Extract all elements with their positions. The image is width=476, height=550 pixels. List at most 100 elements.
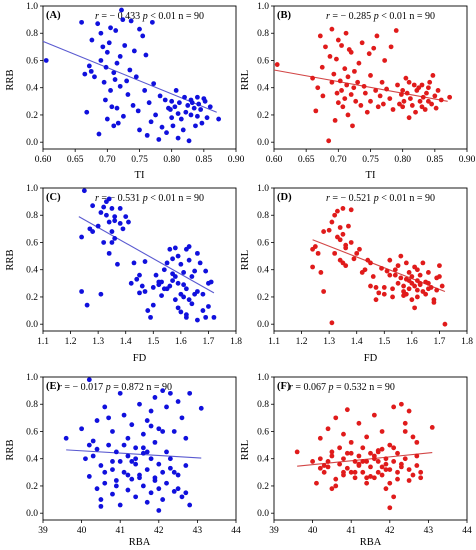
scatter-point [382, 58, 388, 63]
scatter-point [414, 439, 420, 445]
scatter-point [406, 478, 412, 483]
scatter-point [426, 270, 431, 275]
scatter-point [343, 30, 349, 36]
scatter-point [368, 474, 373, 479]
scatter-point [121, 412, 127, 418]
scatter-point [164, 404, 169, 410]
scatter-point [401, 98, 407, 104]
scatter-point [90, 229, 96, 234]
scatter-point [185, 103, 191, 108]
scatter-point [411, 82, 417, 88]
scatter-point [430, 73, 436, 78]
scatter-point [312, 244, 318, 249]
scatter-point [379, 446, 385, 452]
x-axis-label: FD [364, 353, 378, 364]
x-tick-label: 41 [115, 526, 125, 536]
regression-line [66, 449, 202, 459]
scatter-point [198, 405, 204, 411]
scatter-point [109, 206, 115, 211]
scatter-point [152, 395, 158, 400]
stat-r-label: r [58, 382, 62, 393]
scatter-point [438, 97, 444, 103]
scatter-point [381, 285, 387, 290]
scatter-point [368, 98, 373, 104]
scatter-point [352, 475, 358, 481]
y-tick-label: 1.0 [26, 373, 38, 383]
scatter-point [175, 399, 181, 404]
scatter-point [84, 109, 90, 115]
scatter-point [357, 246, 362, 252]
y-tick-label: 0.6 [257, 238, 269, 248]
scatter-point [356, 461, 362, 467]
y-axis-label: RRB [5, 249, 16, 270]
scatter-point [409, 103, 415, 108]
scatter-point [148, 490, 154, 496]
scatter-point [95, 223, 101, 229]
scatter-point [337, 445, 343, 451]
scatter-point [434, 287, 440, 293]
scatter-point [371, 45, 377, 51]
scatter-point [383, 486, 389, 492]
scatter-point [216, 116, 222, 122]
scatter-point [167, 390, 173, 396]
scatter-point [117, 83, 123, 89]
scatter-point [315, 85, 321, 91]
scatter-point [397, 101, 402, 107]
scatter-point [159, 293, 164, 298]
scatter-point [342, 96, 348, 102]
scatter-point [348, 49, 354, 55]
scatter-point [112, 77, 118, 82]
scatter-point [351, 256, 357, 262]
y-tick-label: 0.6 [26, 238, 38, 248]
scatter-point [332, 250, 338, 256]
scatter-point [417, 272, 423, 278]
scatter-point [183, 490, 189, 496]
scatter-point [414, 453, 420, 459]
scatter-point [373, 88, 379, 93]
scatter-point [384, 86, 389, 92]
scatter-point [43, 58, 49, 63]
scatter-point [140, 445, 146, 451]
x-tick-label: 0.90 [459, 155, 476, 165]
stat-r-label: r [326, 11, 330, 22]
scatter-point [196, 101, 202, 107]
scatter-point [400, 88, 406, 93]
scatter-point [195, 317, 200, 323]
correlation-stats: r = − 0.521 p < 0.01 n = 90 [326, 193, 435, 204]
scatter-point [429, 101, 435, 107]
scatter-point [435, 88, 441, 93]
scatter-point [398, 401, 404, 407]
scatter-point [388, 44, 394, 50]
y-tick-label: 0.0 [26, 320, 38, 330]
scatter-point [387, 480, 393, 486]
scatter-point [114, 60, 120, 66]
scatter-point [167, 107, 173, 112]
scatter-point [339, 88, 344, 93]
scatter-point [318, 270, 324, 275]
stat-r-label: r [289, 382, 293, 393]
scatter-point [98, 30, 104, 36]
scatter-point [344, 450, 350, 456]
scatter-point [379, 265, 384, 271]
scatter-point [373, 297, 379, 303]
scatter-point [317, 456, 323, 462]
scatter-panel-1: 0.60 0.65 0.70 0.75 0.80 0.85 0.90 0.0 0.2 0.4 0.6… [5, 2, 245, 181]
scatter-point [329, 486, 335, 492]
scatter-point [423, 291, 429, 297]
scatter-point [137, 127, 142, 133]
scatter-point [189, 301, 195, 307]
scatter-point [400, 104, 406, 110]
scatter-point [339, 43, 344, 48]
scatter-point [398, 92, 404, 97]
scatter-point [79, 426, 84, 432]
scatter-point [181, 282, 187, 288]
scatter-point [419, 82, 425, 88]
regression-line [273, 69, 448, 102]
y-axis-label: RRB [5, 69, 16, 90]
scatter-point [98, 291, 104, 297]
scatter-point [371, 412, 377, 418]
plot-frame [42, 376, 237, 521]
scatter-point [121, 469, 127, 475]
scatter-point [111, 70, 117, 76]
scatter-point [108, 88, 113, 93]
